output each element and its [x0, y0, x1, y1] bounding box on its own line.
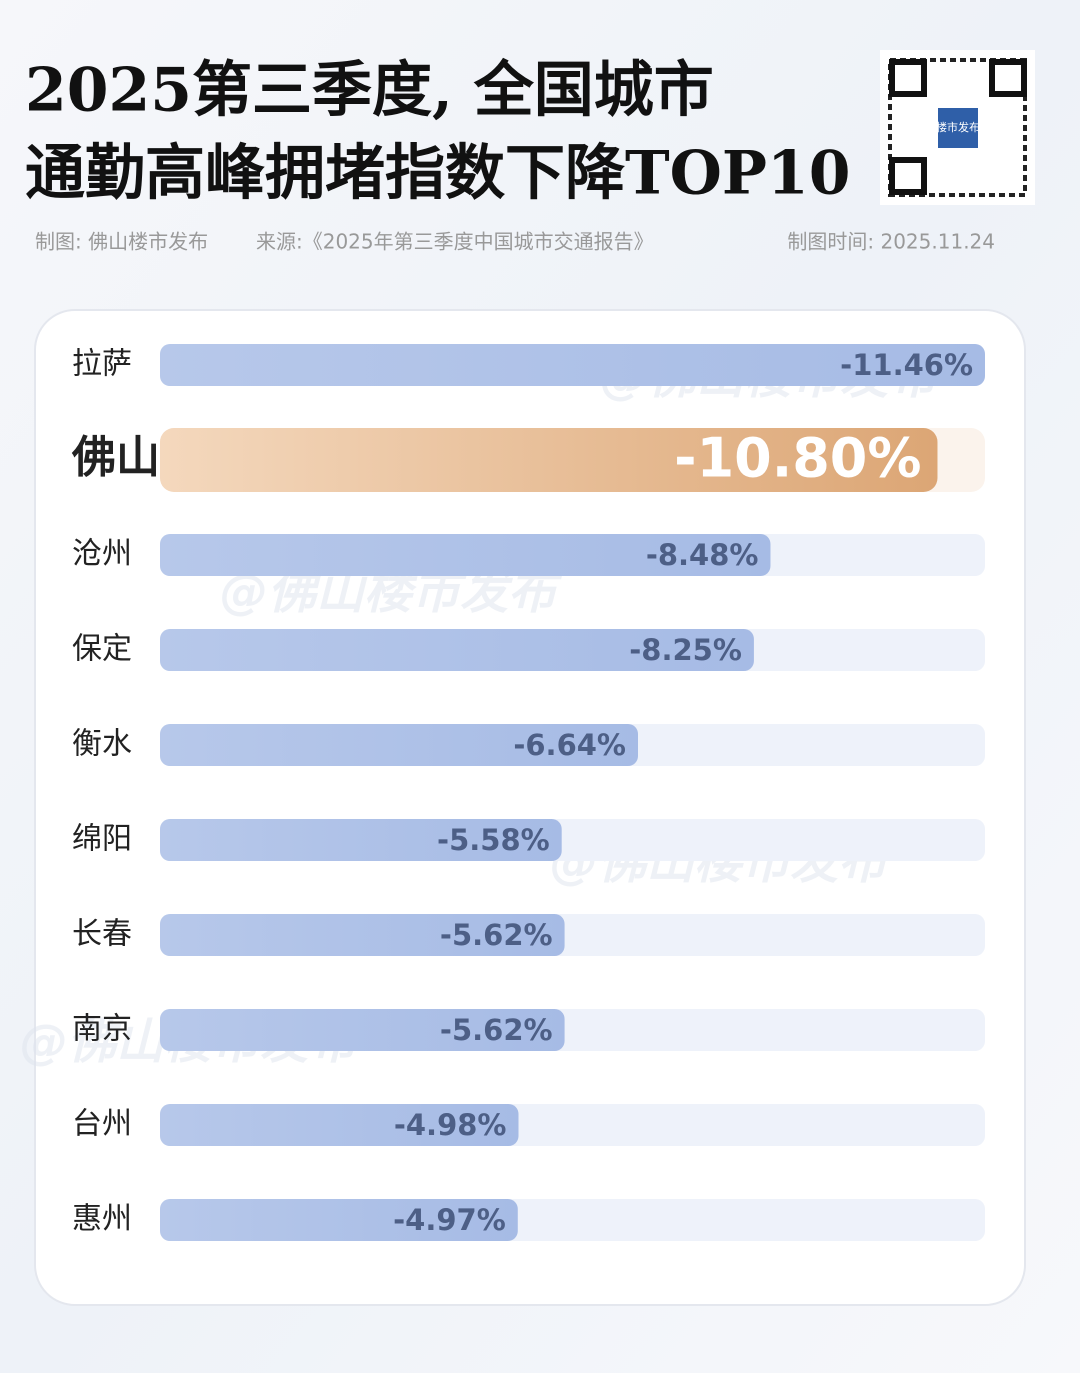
category-label: 惠州 [72, 1202, 132, 1237]
category-label: 衡水 [72, 727, 132, 762]
value-label: -8.48% [646, 538, 759, 572]
value-label: -11.46% [840, 348, 973, 382]
bar [160, 914, 565, 956]
bar [160, 819, 562, 861]
value-label: -4.97% [393, 1203, 506, 1237]
value-label: -5.62% [440, 1013, 553, 1047]
bar [160, 344, 985, 386]
bar [160, 1009, 565, 1051]
category-label: 佛山 [71, 432, 160, 483]
value-label: -8.25% [629, 633, 742, 667]
value-label: -5.58% [437, 823, 550, 857]
title-line: 2025第三季度, 全国城市 [25, 56, 714, 126]
value-label: -4.98% [394, 1108, 507, 1142]
bar [160, 428, 938, 492]
category-label: 台州 [72, 1107, 132, 1142]
date: 制图时间: 2025.11.24 [787, 230, 995, 254]
category-label: 保定 [72, 632, 132, 667]
category-label: 南京 [72, 1012, 132, 1047]
title-line: 通勤高峰拥堵指数下降TOP10 [25, 139, 851, 209]
qr-code [880, 50, 1035, 205]
bar [160, 534, 771, 576]
category-label: 长春 [72, 917, 132, 952]
bar [160, 1199, 518, 1241]
credit: 制图: 佛山楼市发布 [35, 230, 208, 254]
value-label: -6.64% [513, 728, 626, 762]
source: 来源:《2025年第三季度中国城市交通报告》 [256, 230, 654, 254]
category-label: 拉萨 [72, 347, 132, 382]
bar [160, 629, 754, 671]
bar [160, 724, 639, 766]
value-label: -10.80% [674, 427, 921, 490]
qr-label: 楼市发布 [936, 120, 980, 134]
bar [160, 1104, 519, 1146]
category-label: 沧州 [72, 537, 132, 572]
value-label: -5.62% [440, 918, 553, 952]
category-label: 绵阳 [72, 822, 132, 857]
